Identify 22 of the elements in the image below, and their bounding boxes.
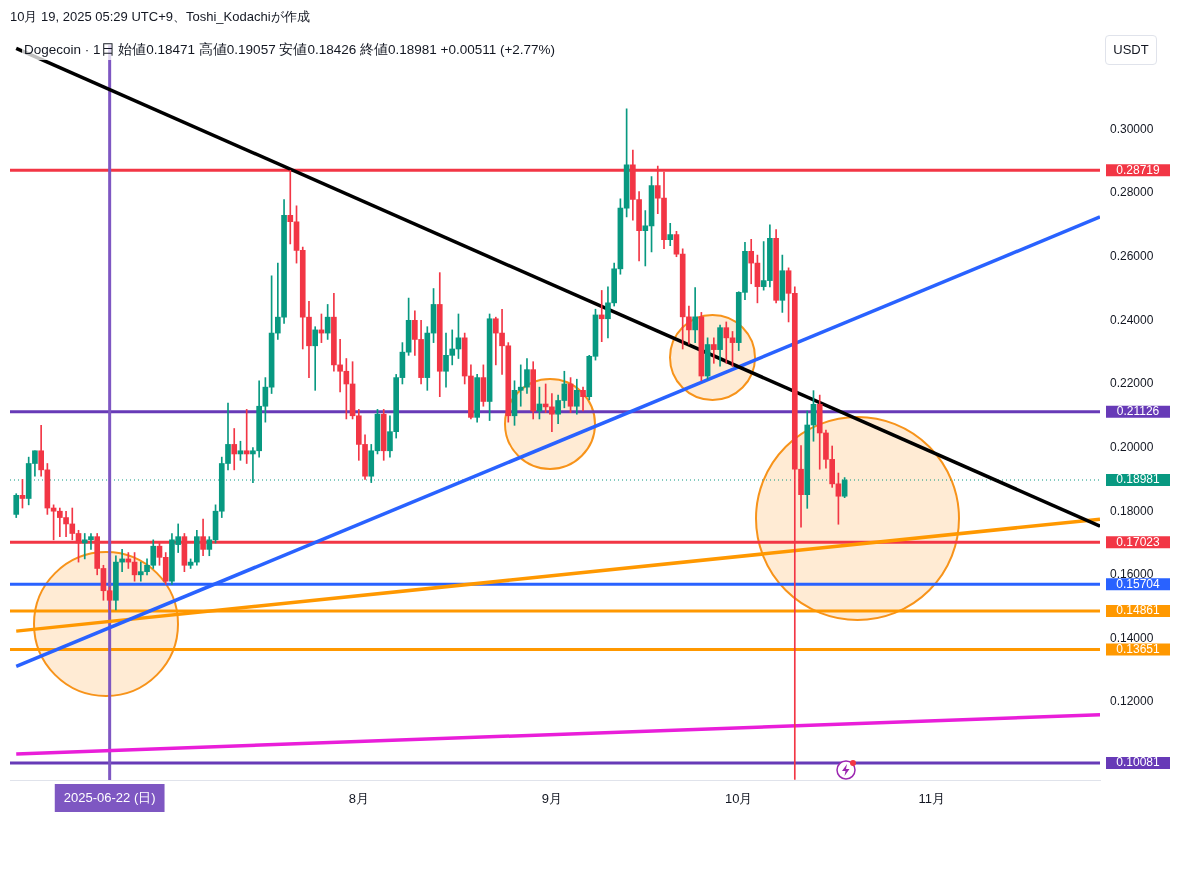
y-tick-label: 0.18000 <box>1110 503 1154 518</box>
y-tick-label: 0.22000 <box>1110 376 1154 391</box>
ref-line-label: 0.18981 <box>1116 472 1161 487</box>
x-tick-label: 10月 <box>725 791 753 807</box>
y-tick-label: 0.30000 <box>1110 121 1154 136</box>
y-tick-label: 0.20000 <box>1110 439 1154 454</box>
chart-title: Dogecoin · 1日 始値0.18471 高値0.19057 安値0.18426 終値0.18981 +0.00511 (+2.77%) <box>22 40 558 60</box>
x-tick-label: 8月 <box>348 791 369 807</box>
ref-line-label: 0.21126 <box>1116 404 1160 419</box>
ref-line-label: 0.10081 <box>1116 755 1161 770</box>
y-tick-label: 0.26000 <box>1110 249 1154 264</box>
x-tick-label: 9月 <box>541 791 562 807</box>
ref-line-label: 0.14861 <box>1116 603 1161 618</box>
ref-line-label: 2025-06-22 (日) <box>63 789 156 805</box>
y-tick-label: 0.24000 <box>1110 312 1154 327</box>
ref-line-label: 0.17023 <box>1116 534 1161 549</box>
y-tick-label: 0.28000 <box>1110 185 1154 200</box>
y-axis-title: USDT <box>1105 35 1157 65</box>
y-tick-label: 0.12000 <box>1110 694 1154 709</box>
ref-line-label: 0.28719 <box>1116 162 1161 177</box>
x-tick-label: 11月 <box>918 791 946 807</box>
chart-subtitle: 10月 19, 2025 05:29 UTC+9、Toshi_Kodachiが作成 <box>10 8 310 26</box>
